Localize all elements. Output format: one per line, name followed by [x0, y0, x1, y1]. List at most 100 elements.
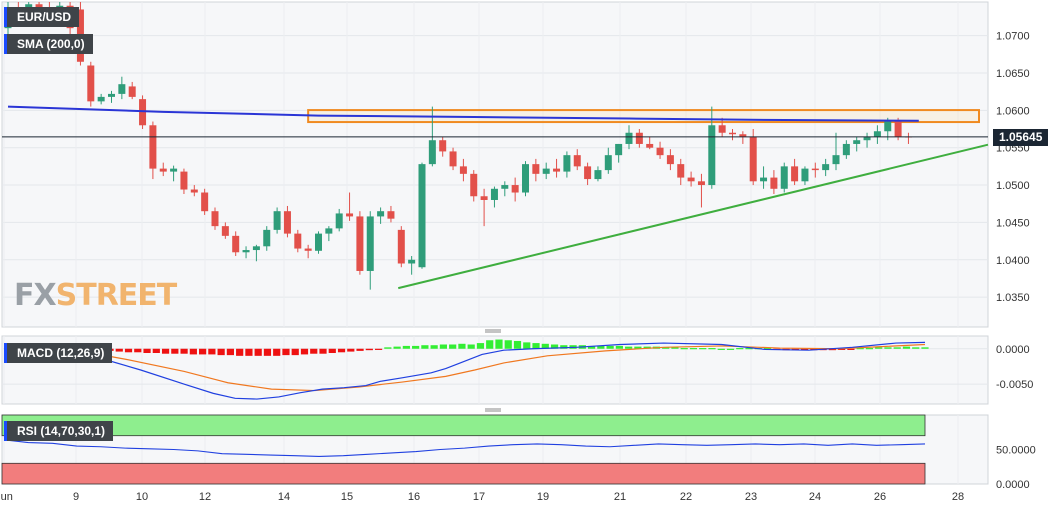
macd-histogram-bar: [161, 348, 170, 354]
candle-body: [687, 177, 695, 182]
macd-histogram-bar: [606, 345, 614, 349]
macd-histogram-bar: [634, 346, 642, 349]
macd-histogram-bar: [236, 348, 244, 356]
candle-body: [242, 250, 250, 253]
macd-label: MACD (12,26,9): [4, 343, 113, 363]
candle-body: [428, 140, 436, 165]
price-tick-label: 1.0600: [996, 105, 1030, 117]
candle-body: [180, 171, 188, 190]
macd-histogram-bar: [625, 346, 633, 349]
macd-histogram-bar: [180, 348, 188, 354]
time-tick-label: 16: [408, 491, 420, 503]
macd-histogram-bar: [449, 344, 457, 349]
candle-body: [118, 84, 126, 94]
time-tick-label: 26: [874, 491, 886, 503]
macd-histogram-bar: [560, 345, 568, 349]
macd-histogram-bar: [717, 348, 725, 350]
rsi-oversold-zone: [1, 462, 926, 485]
time-tick-label: 28: [952, 491, 964, 503]
macd-histogram-bar: [115, 348, 123, 352]
candle-body: [170, 168, 178, 172]
macd-histogram-bar: [152, 348, 160, 353]
macd-histogram-bar: [319, 348, 327, 354]
time-tick-label: 21: [614, 491, 626, 503]
panel-bg-2: [1, 335, 989, 405]
macd-histogram-bar: [402, 345, 410, 349]
time-tick-label: 17: [473, 491, 485, 503]
candle-body: [894, 121, 902, 137]
macd-histogram-bar: [412, 345, 420, 349]
macd-histogram-bar: [828, 348, 836, 351]
candle-body: [128, 86, 136, 97]
macd-histogram-bar: [699, 348, 707, 350]
candle-body: [594, 170, 602, 180]
candle-body: [263, 229, 271, 247]
candle-body: [221, 226, 229, 236]
candle-body: [87, 65, 95, 102]
rsi-line: [3, 439, 926, 457]
candle-body: [542, 168, 550, 174]
macd-histogram-bar: [300, 348, 309, 355]
candle-body: [387, 211, 395, 219]
macd-histogram-bar: [513, 340, 522, 349]
macd-histogram-bar: [865, 348, 874, 350]
macd-histogram-bar: [856, 348, 864, 350]
macd-tick-label: 0.0000: [996, 344, 1030, 356]
macd-histogram-bar: [199, 348, 207, 355]
macd-histogram-bar: [893, 347, 901, 349]
candle-body: [232, 235, 240, 253]
time-tick-label: Jun: [0, 491, 13, 503]
macd-histogram-bar: [838, 348, 846, 350]
macd-histogram-bar: [587, 345, 596, 349]
candle-body: [97, 96, 105, 102]
macd-histogram-bar: [124, 348, 133, 353]
candle-body: [553, 168, 561, 172]
macd-histogram-bar: [374, 348, 383, 350]
rsi-overbought-zone: [1, 414, 926, 437]
macd-histogram-bar: [671, 347, 679, 349]
macd-histogram-bar: [337, 348, 346, 353]
candle-body: [801, 168, 809, 182]
macd-histogram-bar: [171, 348, 179, 354]
time-tick-label: 23: [745, 491, 757, 503]
candle-body: [501, 185, 509, 189]
candle-body: [822, 164, 830, 171]
candle-body: [863, 136, 871, 141]
macd-histogram-bar: [291, 348, 299, 356]
candle-body: [470, 173, 478, 197]
candle-body: [449, 151, 457, 167]
candle-body: [283, 211, 291, 234]
macd-histogram-bar: [801, 348, 809, 351]
candle-body: [760, 177, 768, 182]
macd-histogram-bar: [430, 345, 438, 349]
price-tick-label: 1.0650: [996, 68, 1030, 80]
candle-body: [884, 121, 892, 132]
price-tick-label: 1.0700: [996, 31, 1030, 43]
macd-histogram-bar: [365, 348, 373, 351]
macd-histogram-bar: [217, 348, 225, 356]
macd-histogram-bar: [310, 348, 318, 354]
candle-body: [842, 143, 850, 156]
candle-body: [666, 155, 674, 165]
candle-body: [480, 196, 488, 200]
macd-histogram-bar: [208, 348, 216, 355]
macd-tick-label: -0.0050: [996, 379, 1033, 391]
price-tick-label: 1.0450: [996, 217, 1030, 229]
macd-histogram-bar: [643, 346, 651, 349]
candle-body: [646, 143, 654, 148]
time-tick-label: 9: [73, 491, 79, 503]
last-price-badge: 1.05645: [993, 129, 1049, 146]
sma-label: SMA (200,0): [4, 34, 93, 54]
macd-histogram-bar: [550, 344, 559, 349]
macd-histogram-bar: [134, 348, 142, 353]
macd-histogram-bar: [921, 347, 929, 349]
rsi-label: RSI (14,70,30,1): [4, 421, 114, 441]
price-tick-label: 1.0500: [996, 180, 1030, 192]
macd-histogram-bar: [847, 348, 855, 350]
time-tick-label: 12: [199, 491, 211, 503]
time-tick-label: 14: [278, 491, 290, 503]
candle-body: [377, 211, 385, 217]
macd-histogram-bar: [736, 348, 744, 350]
candle-body: [366, 216, 374, 271]
macd-histogram-bar: [273, 348, 281, 356]
